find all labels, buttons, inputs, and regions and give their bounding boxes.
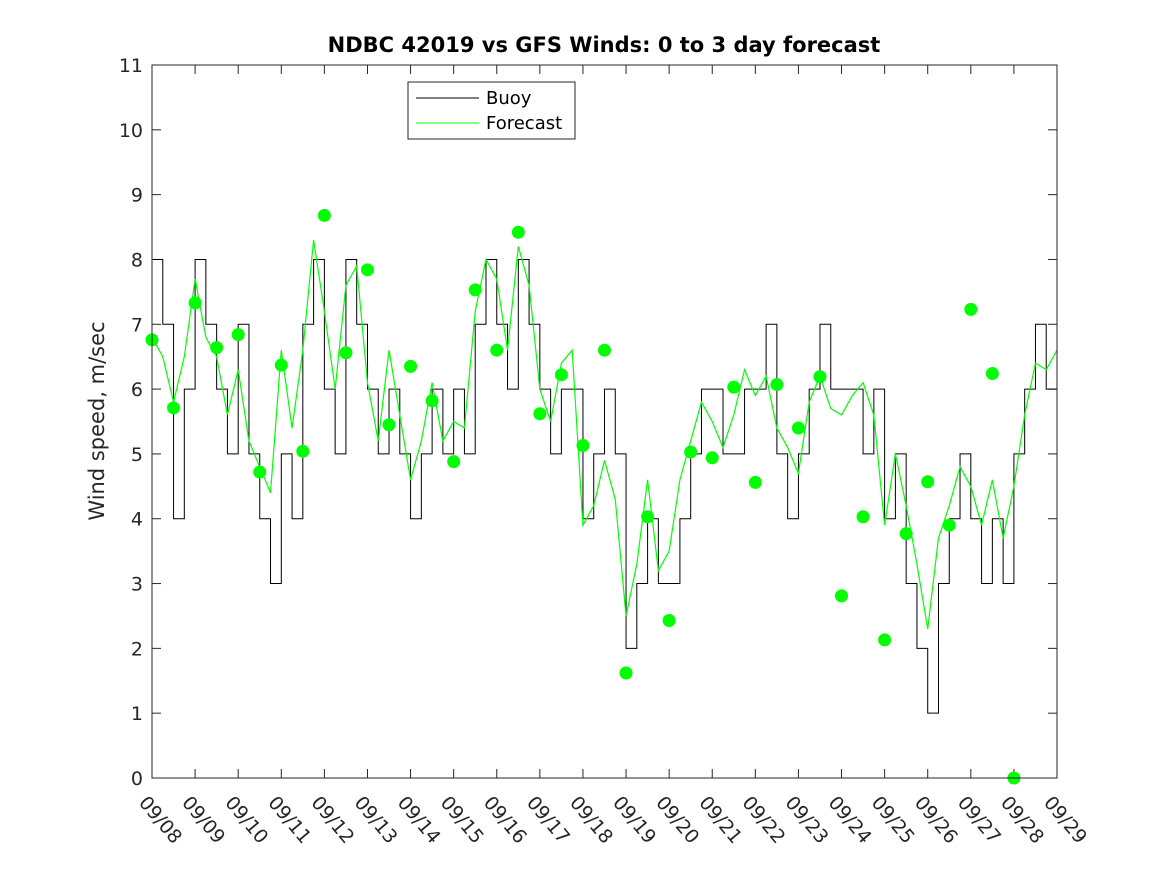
analysis-point (813, 370, 827, 384)
x-tick-label: 09/15 (436, 792, 488, 848)
analysis-point (317, 208, 331, 222)
analysis-point (964, 302, 978, 316)
analysis-point (447, 455, 461, 469)
analysis-point (511, 225, 525, 239)
y-tick-label: 11 (119, 55, 143, 77)
analysis-point (878, 633, 892, 647)
x-tick-label: 09/25 (867, 792, 919, 848)
y-tick-label: 1 (131, 703, 143, 725)
analysis-point (468, 283, 482, 297)
analysis-point (684, 445, 698, 459)
analysis-point (727, 380, 741, 394)
analysis-point (231, 328, 245, 342)
x-tick-label: 09/19 (608, 792, 660, 848)
analysis-point (382, 418, 396, 432)
y-tick-label: 3 (131, 574, 143, 596)
x-tick-label: 09/28 (996, 792, 1048, 848)
x-tick-label: 09/13 (350, 792, 402, 848)
x-tick-label: 09/21 (694, 792, 746, 848)
y-tick-label: 5 (131, 444, 143, 466)
analysis-point (253, 465, 267, 479)
y-tick-label: 8 (131, 249, 143, 271)
x-tick-label: 09/16 (479, 792, 531, 848)
y-tick-label: 6 (131, 379, 143, 401)
analysis-point (188, 296, 202, 310)
y-axis-label: Wind speed, m/sec (85, 321, 109, 520)
x-tick-label: 09/27 (953, 792, 1005, 848)
analysis-point (835, 589, 849, 603)
analysis-point (985, 367, 999, 381)
analysis-point (641, 510, 655, 524)
x-tick-label: 09/14 (393, 792, 445, 848)
x-tick-label: 09/17 (522, 792, 574, 848)
legend-forecast-label: Forecast (486, 113, 562, 134)
x-tick-label: 09/11 (263, 792, 315, 848)
analysis-point (748, 475, 762, 489)
analysis-point (425, 394, 439, 408)
x-tick-label: 09/09 (177, 792, 229, 848)
analysis-point (296, 444, 310, 458)
x-tick-label: 09/24 (824, 792, 876, 848)
analysis-point (360, 263, 374, 277)
x-tick-label: 09/18 (565, 792, 617, 848)
x-tick-label: 09/10 (220, 792, 272, 848)
analysis-point (533, 407, 547, 421)
legend-box (407, 81, 576, 140)
analysis-point (662, 613, 676, 627)
analysis-point (404, 359, 418, 373)
analysis-point (339, 346, 353, 360)
analysis-point (770, 378, 784, 392)
x-tick-label: 09/08 (134, 792, 186, 848)
axis-ticks: 0123456789101109/0809/0909/1009/1109/120… (119, 55, 1091, 848)
x-tick-label: 09/12 (307, 792, 359, 848)
analysis-point (942, 518, 956, 532)
analysis-point (554, 368, 568, 382)
x-tick-label: 09/26 (910, 792, 962, 848)
x-tick-label: 09/23 (781, 792, 833, 848)
analysis-point (619, 666, 633, 680)
legend: Buoy Forecast (407, 81, 576, 140)
analysis-point (210, 341, 224, 355)
axes-box (151, 64, 1058, 779)
y-tick-label: 2 (131, 638, 143, 660)
y-tick-label: 0 (131, 768, 143, 790)
analysis-point (791, 421, 805, 435)
analysis-point (167, 401, 181, 415)
analysis-point (921, 475, 935, 489)
analysis-point (598, 343, 611, 357)
forecast-series-line (151, 239, 1058, 630)
analysis-point (856, 510, 870, 524)
analysis-point (490, 343, 504, 357)
analysis-point (899, 527, 913, 541)
y-tick-label: 4 (131, 509, 143, 531)
analysis-point (274, 358, 288, 372)
x-tick-label: 09/29 (1039, 792, 1091, 848)
chart-title: NDBC 42019 vs GFS Winds: 0 to 3 day fore… (328, 33, 881, 57)
y-tick-label: 9 (131, 185, 143, 207)
buoy-series-line (152, 258, 1057, 714)
plot-area (145, 208, 1058, 785)
analysis-point (576, 438, 590, 452)
analysis-point (705, 451, 719, 465)
x-tick-label: 09/22 (738, 792, 790, 848)
x-tick-label: 09/20 (651, 792, 703, 848)
y-tick-label: 10 (119, 120, 143, 142)
y-tick-label: 7 (131, 314, 143, 336)
legend-buoy-label: Buoy (486, 88, 532, 109)
